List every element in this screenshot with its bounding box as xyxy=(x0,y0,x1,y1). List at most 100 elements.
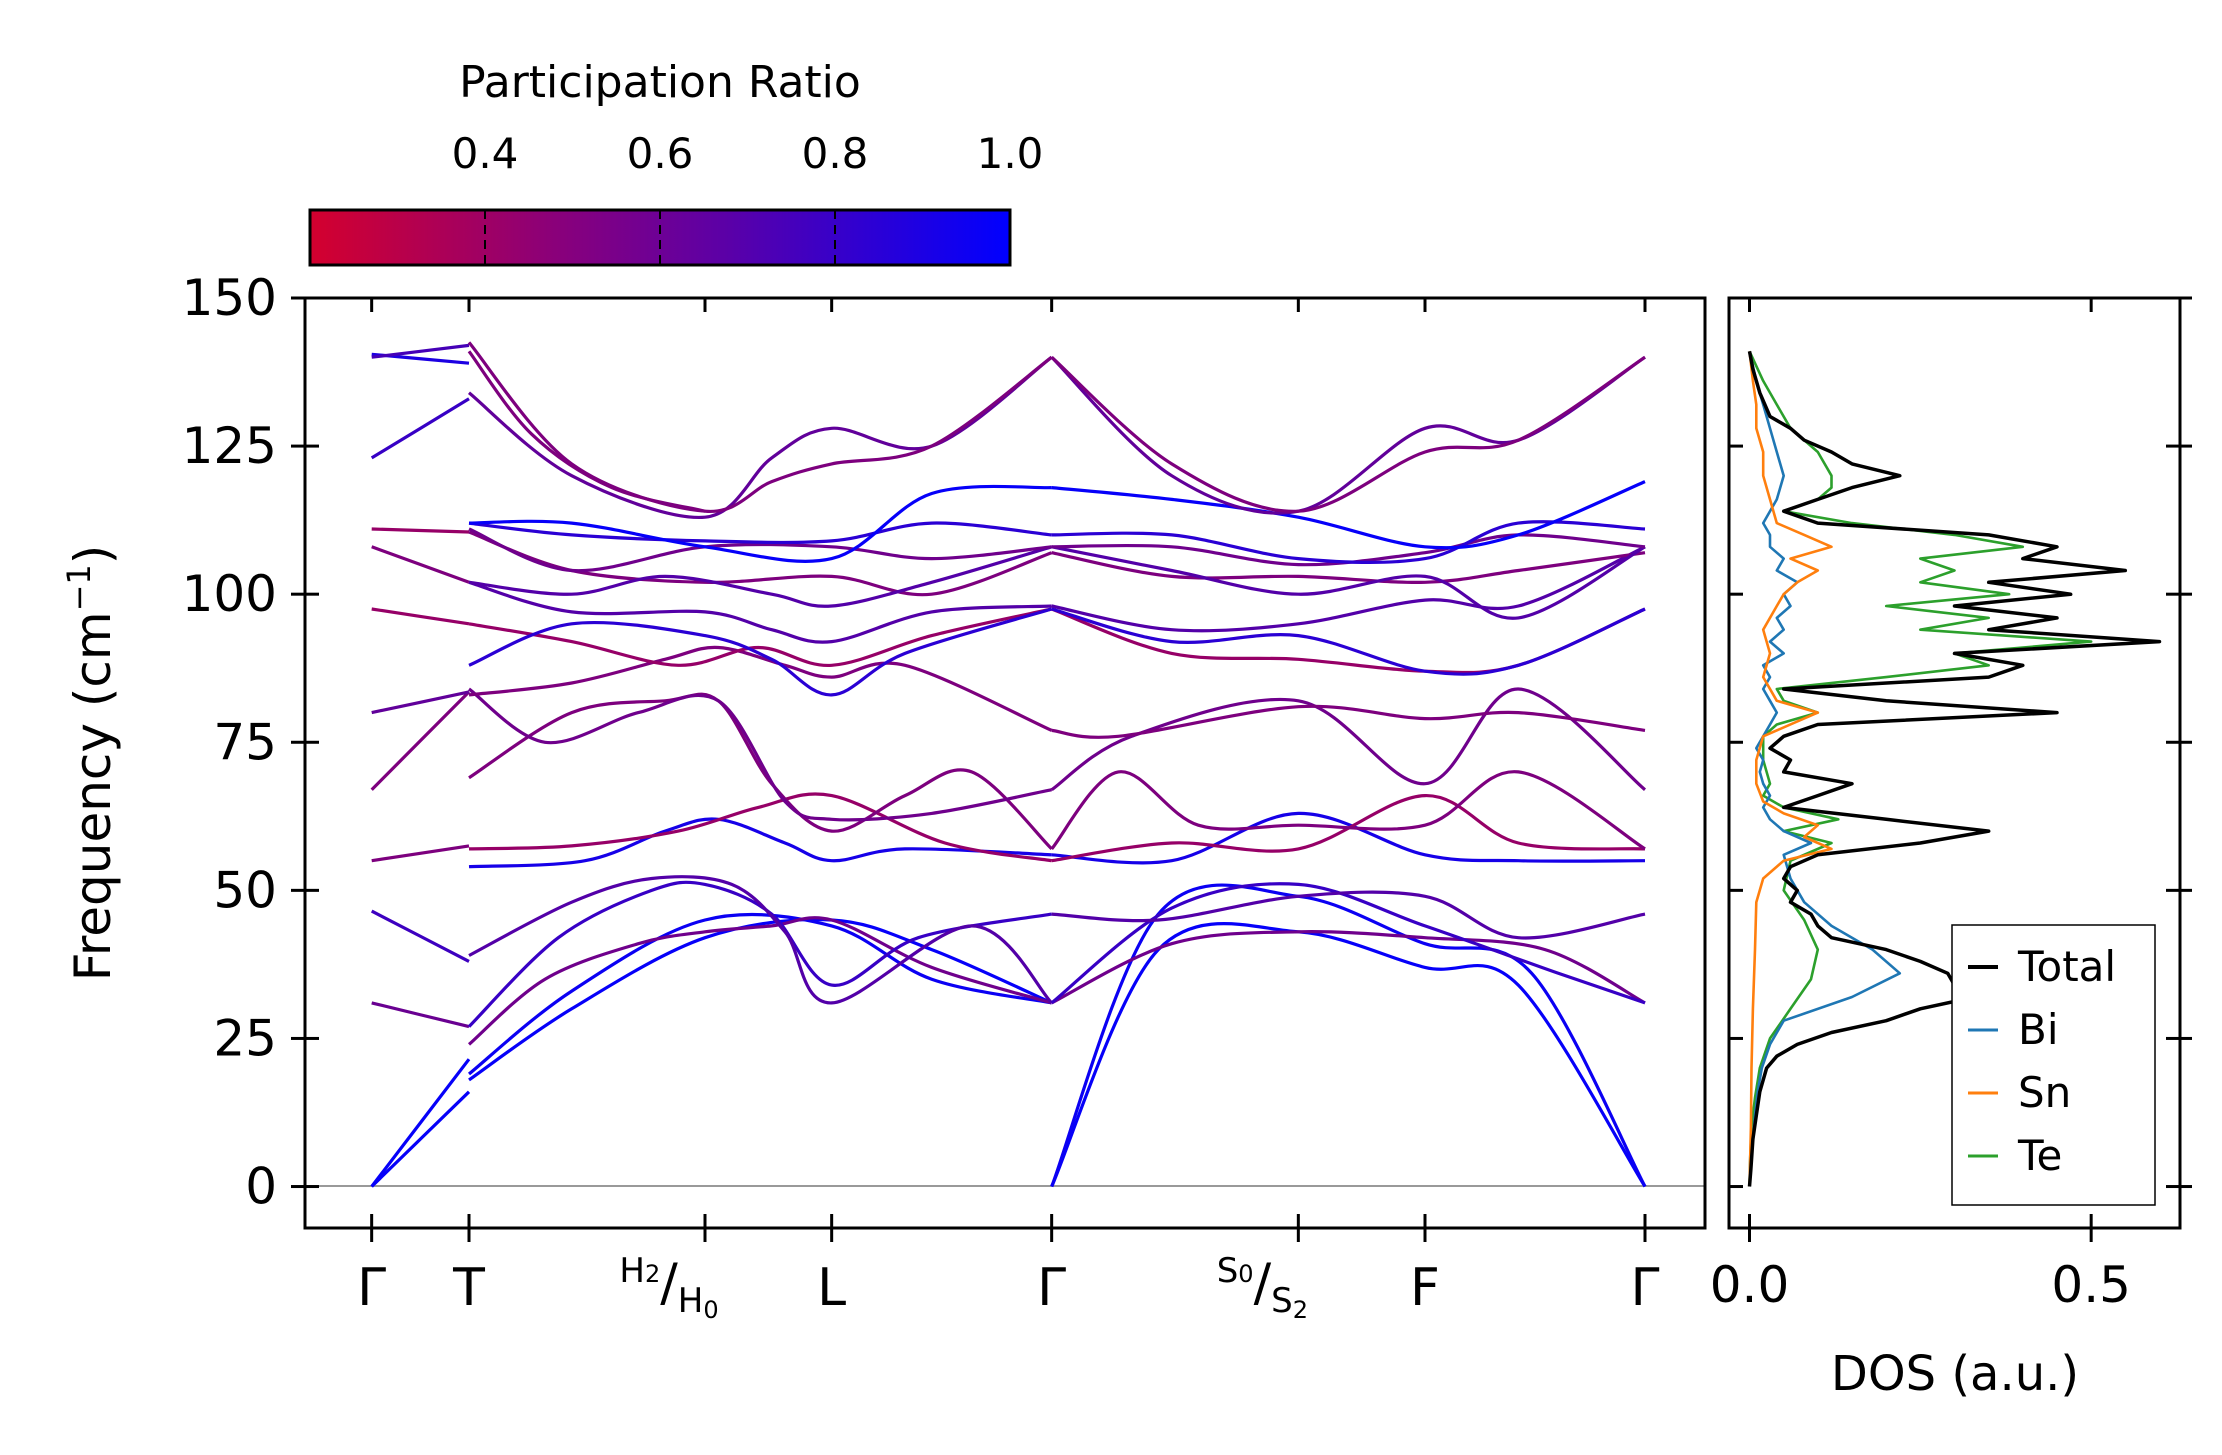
y-tick-label: 150 xyxy=(182,269,277,327)
phonon-branch xyxy=(371,527,470,534)
phonon-branch xyxy=(1050,770,1646,851)
boundary-num: H xyxy=(619,1251,645,1291)
dos-x-axis-label: DOS (a.u.) xyxy=(1831,1346,2079,1402)
dos-x-tick-label: 0.0 xyxy=(1710,1256,1790,1314)
phonon-branch xyxy=(467,341,1053,513)
phonon-branch xyxy=(1051,793,1646,863)
x-axis-ticks: Γ T H2/H0 L Γ S0/S2 F Γ xyxy=(357,298,1660,1324)
legend-total-label: Total xyxy=(2017,942,2116,991)
phonon-branch xyxy=(1051,545,1646,633)
colorbar-ticks: 0.4 0.6 0.8 1.0 xyxy=(452,129,1044,265)
phonon-branch xyxy=(468,792,1052,863)
phonon-branch xyxy=(1051,533,1646,567)
y-tick-label: 75 xyxy=(213,713,277,771)
phonon-branch xyxy=(468,521,1052,545)
phonon-branch xyxy=(370,690,471,791)
x-tick-label: Γ xyxy=(357,1258,386,1318)
colorbar-tick-label: 0.8 xyxy=(802,129,869,178)
phonon-branch xyxy=(468,875,1053,1005)
phonon-branch xyxy=(1051,607,1646,676)
main-axes-frame xyxy=(303,296,1707,1230)
phonon-branch xyxy=(370,1090,471,1188)
phonon-branch xyxy=(468,607,1053,697)
x-tick-label: Γ xyxy=(1631,1258,1660,1318)
y-tick-label: 50 xyxy=(213,861,277,919)
y-tick-label: 0 xyxy=(245,1158,277,1216)
y-axis-label-sup: −1 xyxy=(60,564,98,611)
dos-x-tick-label: 0.5 xyxy=(2051,1256,2131,1314)
phonon-branch xyxy=(371,1001,470,1029)
boundary-slash: / xyxy=(1254,1253,1272,1313)
phonon-branch xyxy=(1051,480,1646,550)
phonon-branch xyxy=(1051,545,1646,620)
y-tick-label: 100 xyxy=(182,565,277,623)
boundary-num-sub: 0 xyxy=(1238,1260,1253,1288)
x-tick-label: L xyxy=(817,1258,846,1318)
phonon-branch xyxy=(467,355,1053,519)
dos-series-total xyxy=(1747,350,2162,1187)
phonon-branch xyxy=(467,912,1053,1076)
y-axis-label: Frequency (cm−1) xyxy=(60,545,122,982)
x-tick-label: Γ xyxy=(1037,1258,1066,1318)
boundary-den-sub: 0 xyxy=(703,1296,718,1324)
boundary-num: S xyxy=(1217,1251,1239,1291)
dos-series-sn xyxy=(1748,351,1833,1187)
colorbar-title: Participation Ratio xyxy=(459,57,861,108)
phonon-branch xyxy=(468,817,1052,869)
phonon-branch xyxy=(468,645,1053,732)
phonon-branch xyxy=(468,545,1053,608)
phonon-branch xyxy=(468,580,1052,644)
phonon-branch xyxy=(1050,355,1646,515)
dos-panel: 0.0 0.5 DOS (a.u.) Total Bi Sn Te xyxy=(1710,296,2192,1402)
phonon-branch xyxy=(370,397,470,460)
legend-frame xyxy=(1951,924,2156,1206)
y-axis-ticks: 0 25 50 75 100 125 150 xyxy=(182,269,319,1216)
phonon-branch xyxy=(468,692,1053,851)
colorbar-tick-label: 1.0 xyxy=(977,129,1044,178)
phonon-branch xyxy=(1050,922,1647,1188)
phonon-branch xyxy=(370,1058,471,1188)
phonon-branch xyxy=(371,607,470,626)
dos-legend: Total Bi Sn Te xyxy=(1951,924,2156,1206)
phonon-branches xyxy=(370,341,1647,1188)
boundary-num-sub: 2 xyxy=(645,1260,660,1288)
x-tick-label-boundary: H2/H0 xyxy=(619,1251,718,1324)
boundary-den: S xyxy=(1271,1281,1293,1321)
phonon-branch xyxy=(468,607,1053,667)
boundary-slash: / xyxy=(660,1253,678,1313)
phonon-branch xyxy=(468,527,1052,573)
phonon-branch xyxy=(371,844,470,863)
phonon-branch xyxy=(1050,930,1646,1005)
phonon-branch xyxy=(1051,704,1646,739)
dos-axes-frame xyxy=(1727,296,2182,1230)
phonon-branch xyxy=(467,350,706,513)
colorbar-tick-label: 0.6 xyxy=(627,129,694,178)
dos-series-bi xyxy=(1748,351,1902,1187)
x-tick-label: F xyxy=(1410,1258,1440,1318)
y-tick-label: 25 xyxy=(213,1009,277,1067)
phonon-branch xyxy=(1051,811,1646,865)
phonon-branch xyxy=(371,545,470,584)
phonon-branch xyxy=(1050,883,1647,1188)
phonon-branch xyxy=(1051,551,1646,585)
phonon-branch xyxy=(371,690,470,715)
y-tick-label: 125 xyxy=(182,417,277,475)
boundary-den-sub: 2 xyxy=(1293,1296,1308,1324)
legend-te-label: Te xyxy=(2017,1131,2062,1180)
phonon-branch xyxy=(467,916,1053,1046)
dos-curves xyxy=(1747,350,2162,1187)
boundary-den: H xyxy=(678,1281,704,1321)
phonon-branch xyxy=(468,484,1052,563)
x-tick-label-boundary: S0/S2 xyxy=(1217,1251,1308,1324)
legend-bi-label: Bi xyxy=(2018,1005,2058,1054)
phonon-branch xyxy=(1051,520,1646,564)
phonon-branch xyxy=(467,880,1052,1028)
phonon-branch xyxy=(1050,687,1646,792)
phonon-branch xyxy=(1050,355,1646,513)
dos-ticks: 0.0 0.5 xyxy=(1710,296,2192,1314)
phonon-branch xyxy=(468,917,1053,1082)
colorbar: Participation Ratio 0.4 0.6 0.8 1.0 xyxy=(308,57,1044,267)
phonon-branch xyxy=(371,343,470,359)
